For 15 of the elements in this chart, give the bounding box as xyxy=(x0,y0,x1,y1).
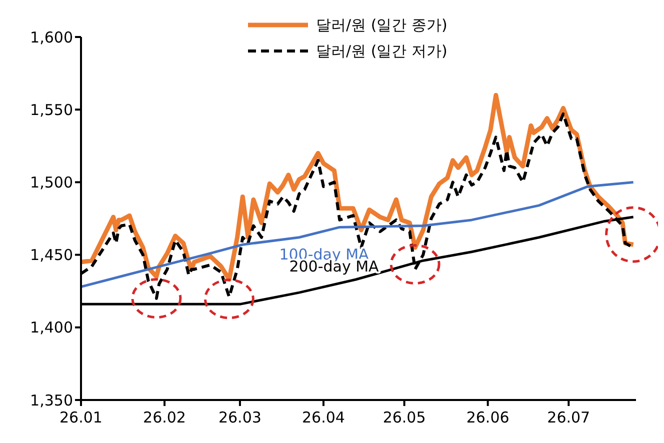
x-tick-label: 26.03 xyxy=(218,408,262,427)
x-tick-label: 26.02 xyxy=(143,408,186,427)
legend-label: 달러/원 (일간 저가) xyxy=(316,41,448,62)
legend-label: 달러/원 (일간 종가) xyxy=(316,15,448,36)
y-tick-label: 1,350 xyxy=(30,391,73,410)
x-tick-label: 26.01 xyxy=(60,408,102,427)
x-tick-label: 26.04 xyxy=(302,408,345,427)
y-tick-label: 1,550 xyxy=(30,100,73,119)
x-tick-label: 26.07 xyxy=(547,408,590,427)
x-tick-label: 26.05 xyxy=(382,408,426,427)
y-tick-label: 1,400 xyxy=(30,318,73,337)
y-tick-label: 1,450 xyxy=(30,246,73,264)
y-tick-label: 1,600 xyxy=(30,28,73,46)
y-tick-label: 1,500 xyxy=(30,174,73,192)
x-tick-label: 26.06 xyxy=(466,408,510,427)
